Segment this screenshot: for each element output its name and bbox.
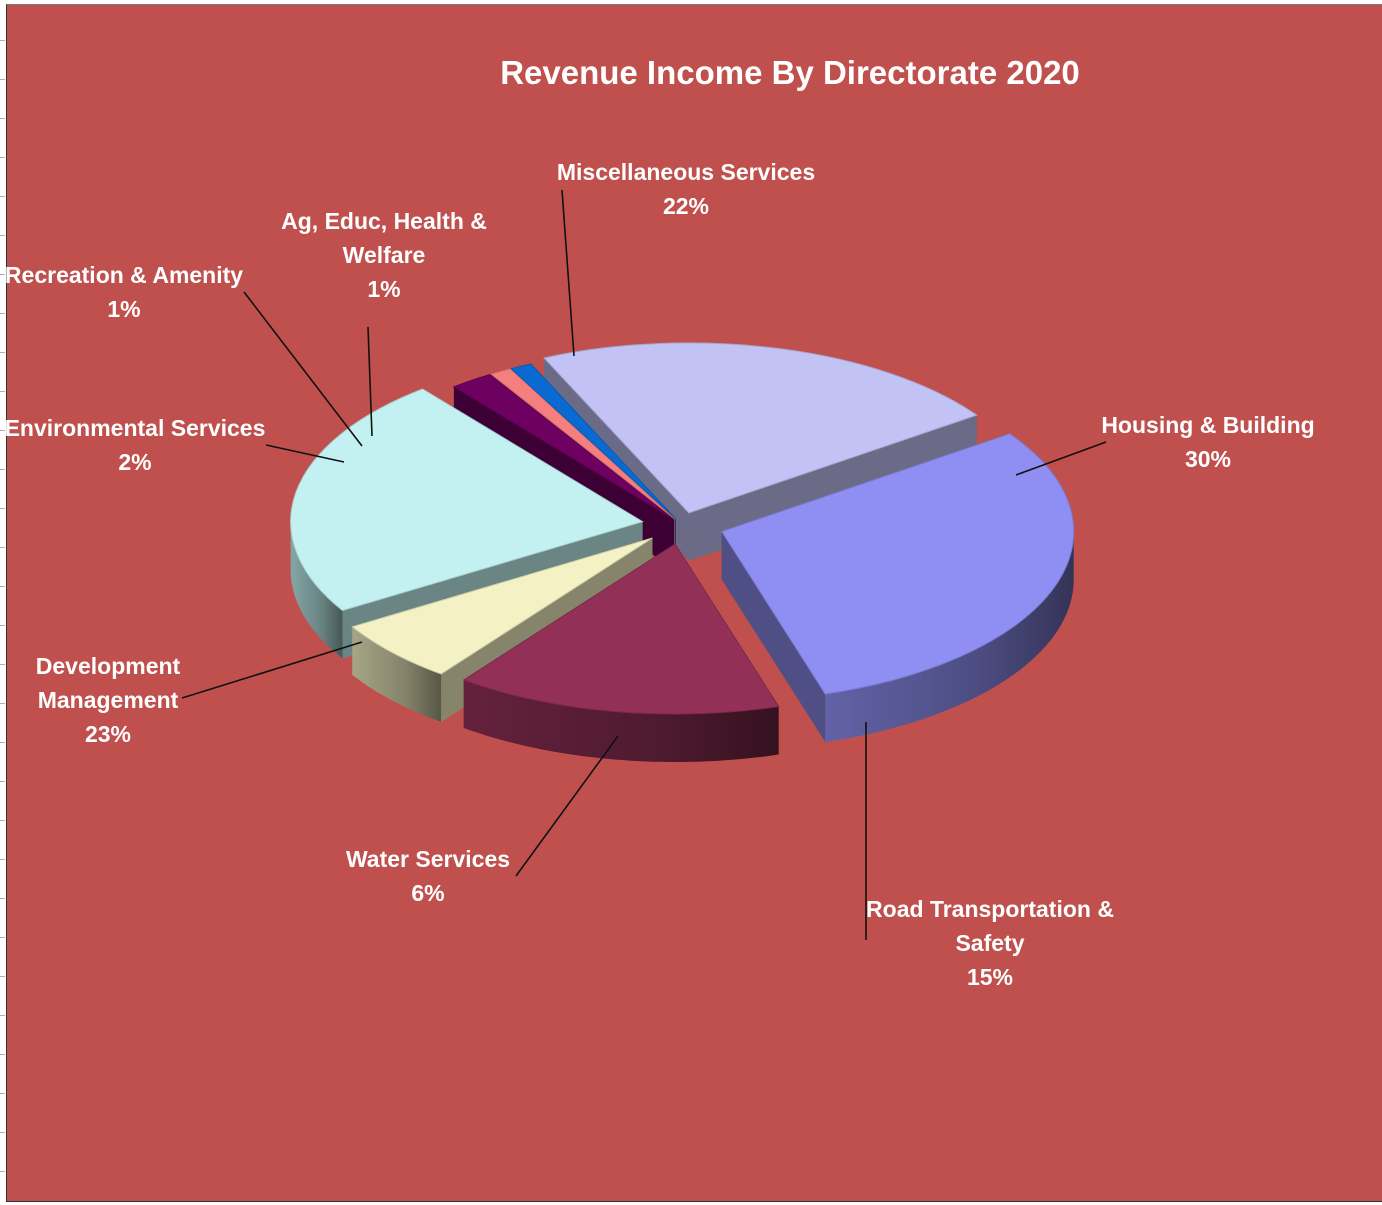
- gutter-tick: [0, 1171, 5, 1172]
- slice-name-label: Recreation & Amenity: [5, 262, 243, 288]
- slice-labels: Housing & Building 30% Road Transportation…: [5, 159, 1315, 990]
- gutter-tick: [0, 79, 5, 80]
- slice-value-label: 6%: [411, 880, 444, 906]
- slice-value-label: 1%: [367, 276, 400, 302]
- gutter-tick: [0, 352, 5, 353]
- gutter-tick: [0, 391, 5, 392]
- chart-title: Revenue Income By Directorate 2020: [500, 54, 1080, 91]
- slice-name-label: Development: [36, 653, 181, 679]
- gutter-tick: [0, 1132, 5, 1133]
- gutter-tick: [0, 586, 5, 587]
- gutter-tick: [0, 1054, 5, 1055]
- leader-lines: [181, 189, 1107, 940]
- gutter-tick: [0, 508, 5, 509]
- gutter-tick: [0, 469, 5, 470]
- gutter-tick: [0, 118, 5, 119]
- slice-name-label: Management: [38, 687, 179, 713]
- leader-line: [181, 641, 363, 699]
- leader-line: [367, 326, 373, 437]
- leader-line: [561, 189, 575, 357]
- slice-wall-shading: [352, 626, 442, 722]
- gutter-tick: [0, 820, 5, 821]
- slice-name-label: Ag, Educ, Health &: [281, 208, 487, 234]
- slice-value-label: 1%: [107, 296, 140, 322]
- gutter-tick: [0, 313, 5, 314]
- slice-wall-shading: [463, 680, 779, 762]
- pie-top-layer: [290, 342, 1075, 715]
- gutter-tick: [0, 937, 5, 938]
- gutter-tick: [0, 157, 5, 158]
- gutter-tick: [0, 703, 5, 704]
- slice-value-label: 22%: [663, 193, 709, 219]
- slice-name-label: Miscellaneous Services: [557, 159, 815, 185]
- gutter-tick: [0, 274, 5, 275]
- gutter-tick: [0, 859, 5, 860]
- pie-slice: [452, 373, 675, 520]
- leader-line: [243, 291, 363, 447]
- slice-value-label: 30%: [1185, 446, 1231, 472]
- slice-name-label: Housing & Building: [1101, 412, 1314, 438]
- pie-slice: [543, 342, 978, 514]
- pie-slice: [720, 433, 1075, 695]
- pie-slice: [351, 537, 653, 675]
- gutter-tick: [0, 976, 5, 977]
- slice-name-label: Road Transportation &: [866, 896, 1114, 922]
- pie-slice: [290, 388, 644, 612]
- slice-value-label: 23%: [85, 721, 131, 747]
- slice-side-face: [721, 531, 826, 743]
- gutter-tick: [0, 235, 5, 236]
- chart-area: [6, 4, 1382, 1202]
- pie-slice: [462, 543, 780, 715]
- gutter-tick: [0, 781, 5, 782]
- slice-name-label: Water Services: [346, 846, 510, 872]
- leader-line: [265, 444, 345, 463]
- pie-slice: [490, 368, 676, 520]
- gutter-tick: [0, 430, 5, 431]
- gutter-tick: [0, 40, 5, 41]
- slice-wall-shading: [825, 528, 1074, 743]
- gutter-tick: [0, 742, 5, 743]
- slice-wall-shading: [290, 521, 343, 659]
- leader-line: [515, 735, 619, 877]
- slice-name-label: Safety: [955, 930, 1024, 956]
- slice-name-label: Environmental Services: [5, 415, 266, 441]
- slice-name-label: Welfare: [343, 242, 426, 268]
- gutter-tick: [0, 547, 5, 548]
- gutter-tick: [0, 664, 5, 665]
- gutter-tick: [0, 1015, 5, 1016]
- gutter-tick: [0, 196, 5, 197]
- leader-line: [1015, 441, 1107, 476]
- gutter-tick: [0, 625, 5, 626]
- pie-slice: [510, 363, 677, 520]
- slice-value-label: 15%: [967, 964, 1013, 990]
- gutter-tick: [0, 898, 5, 899]
- slice-value-label: 2%: [118, 449, 151, 475]
- gutter-tick: [0, 1093, 5, 1094]
